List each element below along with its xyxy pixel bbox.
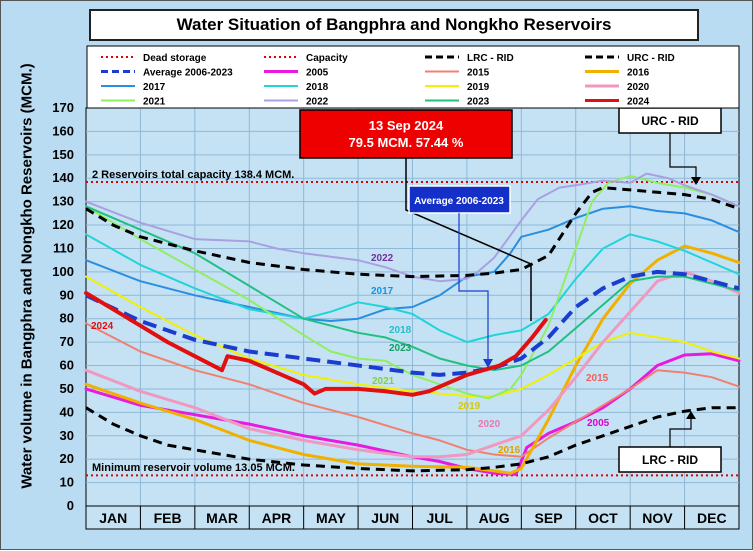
y-tick-label: 30 — [60, 428, 74, 443]
x-tick-label: DEC — [697, 510, 727, 526]
average-pointer-arrow — [483, 359, 493, 368]
series-inline-label: 2015 — [586, 373, 609, 384]
series-inline-label: 2016 — [498, 445, 521, 456]
legend-label: Average 2006-2023 — [143, 68, 233, 79]
x-tick-label: JAN — [99, 510, 127, 526]
legend-label: 2018 — [306, 82, 329, 93]
y-tick-label: 100 — [52, 264, 74, 279]
y-tick-label: 70 — [60, 334, 74, 349]
y-tick-label: 60 — [60, 358, 74, 373]
average-pointer — [458, 213, 489, 362]
y-tick-label: 80 — [60, 311, 74, 326]
average-box — [408, 185, 511, 214]
y-tick-label: 20 — [60, 451, 74, 466]
legend-label: 2015 — [467, 68, 490, 79]
x-tick-label: JUL — [426, 510, 453, 526]
current-value-pointer — [405, 158, 532, 321]
lrc-box — [618, 446, 722, 473]
lrc-pointer-arrow — [686, 411, 696, 419]
lrc-pointer — [669, 417, 692, 447]
y-tick-label: 50 — [60, 381, 74, 396]
urc-pointer — [669, 133, 697, 179]
x-tick-label: MAY — [316, 510, 346, 526]
legend-label: URC - RID — [627, 53, 675, 64]
series-inline-label: 2020 — [478, 419, 501, 430]
legend-label: 2019 — [467, 82, 490, 93]
y-tick-label: 150 — [52, 147, 74, 162]
y-tick-label: 90 — [60, 287, 74, 302]
series-inline-label: 2021 — [372, 376, 395, 387]
series-inline-label: 2022 — [371, 253, 394, 264]
series-inline-label: 2023 — [389, 343, 412, 354]
current-value-box — [299, 109, 513, 159]
legend-label: 2022 — [306, 97, 329, 108]
y-tick-label: 160 — [52, 123, 74, 138]
legend-label: 2017 — [143, 82, 166, 93]
series-line — [85, 406, 739, 473]
legend-label: 2020 — [627, 82, 650, 93]
legend-label: 2016 — [627, 68, 650, 79]
urc-pointer-arrow — [691, 177, 701, 185]
current-value-label: 79.5 MCM. 57.44 % — [349, 135, 464, 150]
urc-box-label: URC - RID — [641, 114, 699, 128]
series-inline-label: 2017 — [371, 286, 394, 297]
legend-label: 2023 — [467, 97, 490, 108]
series-line — [84, 244, 741, 475]
urc-box — [618, 107, 722, 134]
x-tick-label: SEP — [535, 510, 563, 526]
legend-label: 2005 — [306, 68, 329, 79]
average-box-label: Average 2006-2023 — [414, 196, 504, 207]
y-tick-label: 110 — [53, 240, 74, 255]
lrc-box-label: LRC - RID — [642, 453, 698, 467]
chart-title: Water Situation of Bangphra and Nongkho … — [89, 9, 699, 41]
x-tick-label: FEB — [154, 510, 182, 526]
y-tick-label: 170 — [52, 100, 74, 115]
series-line — [85, 172, 740, 283]
y-tick-label: 130 — [52, 194, 74, 209]
legend-box — [86, 45, 740, 109]
legend-label: Capacity — [306, 53, 348, 64]
series-line — [85, 186, 740, 279]
series-inline-label: 2024 — [91, 321, 114, 332]
series-line — [85, 205, 740, 372]
minimum-volume-annotation: Minimum reservoir volume 13.05 MCM. — [92, 462, 295, 474]
y-tick-label: 120 — [52, 217, 74, 232]
capacity-annotation: 2 Reservoirs total capacity 138.4 MCM. — [92, 169, 294, 181]
current-date-label: 13 Sep 2024 — [369, 118, 444, 133]
legend-label: Dead storage — [143, 53, 207, 64]
x-tick-label: APR — [262, 510, 292, 526]
series-inline-label: 2018 — [389, 325, 412, 336]
x-tick-label: OCT — [588, 510, 618, 526]
x-tick-label: JUN — [371, 510, 399, 526]
legend-label: LRC - RID — [467, 53, 514, 64]
y-tick-label: 0 — [67, 498, 74, 513]
x-tick-label: MAR — [206, 510, 238, 526]
legend-label: 2021 — [143, 97, 166, 108]
y-tick-label: 140 — [52, 170, 74, 185]
legend-label: 2024 — [627, 97, 650, 108]
y-tick-label: 40 — [60, 404, 74, 419]
series-line — [84, 270, 741, 459]
x-tick-label: AUG — [479, 510, 510, 526]
y-tick-label: 10 — [60, 475, 74, 490]
x-tick-label: NOV — [642, 510, 673, 526]
series-inline-label: 2005 — [587, 418, 610, 429]
series-line — [84, 291, 548, 397]
series-line — [85, 322, 740, 458]
series-inline-label: 2019 — [458, 401, 481, 412]
